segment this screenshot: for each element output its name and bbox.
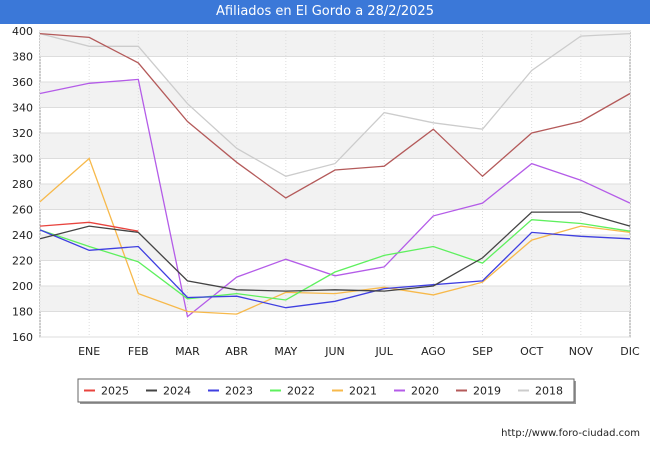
series-line-2019	[39, 32, 631, 199]
series-line-2025	[39, 221, 139, 232]
y-tick-label: 400	[12, 25, 33, 38]
x-tick-label: NOV	[569, 345, 594, 358]
legend-label-2023: 2023	[225, 385, 253, 398]
legend-label-2019: 2019	[473, 385, 501, 398]
series-line-2018	[39, 32, 631, 177]
chart-title: Afiliados en El Gordo a 28/2/2025	[0, 0, 650, 24]
y-tick-label: 280	[12, 178, 33, 191]
x-tick-label: AGO	[421, 345, 446, 358]
y-tick-label: 300	[12, 153, 33, 166]
grid-lines	[39, 30, 631, 338]
x-tick-label: JUL	[374, 345, 393, 358]
x-tick-label: ABR	[225, 345, 248, 358]
y-axis-ticks: 160 180 200 220 240 260 280 300 320 340 360 380 400	[12, 25, 33, 344]
source-url[interactable]: http://www.foro-ciudad.com	[501, 428, 640, 439]
legend-label-2024: 2024	[163, 385, 191, 398]
y-tick-label: 340	[12, 102, 33, 115]
y-tick-label: 380	[12, 51, 33, 64]
x-tick-label: MAY	[274, 345, 297, 358]
y-tick-label: 220	[12, 255, 33, 268]
x-tick-label: FEB	[128, 345, 149, 358]
y-tick-label: 360	[12, 76, 33, 89]
legend-label-2018: 2018	[535, 385, 563, 398]
y-tick-label: 160	[12, 331, 33, 344]
legend-label-2025: 2025	[101, 385, 129, 398]
x-axis-ticks: ENE FEB MAR ABR MAY JUN JUL AGO SEP OCT NOV DIC	[78, 345, 640, 358]
legend: 2025 2024 2023 2022 2021 2020 2019 2018	[77, 378, 576, 404]
series-lines	[39, 32, 631, 318]
x-tick-label: OCT	[520, 345, 543, 358]
legend-label-2021: 2021	[349, 385, 377, 398]
y-tick-label: 180	[12, 306, 33, 319]
series-line-2020	[39, 78, 631, 318]
series-line-2024	[39, 211, 631, 292]
legend-label-2022: 2022	[287, 385, 315, 398]
x-tick-label: DIC	[620, 345, 640, 358]
x-tick-label: JUN	[324, 345, 345, 358]
x-tick-label: MAR	[175, 345, 200, 358]
series-line-2023	[39, 229, 631, 309]
legend-box	[77, 378, 575, 403]
y-tick-label: 320	[12, 127, 33, 140]
y-tick-label: 260	[12, 204, 33, 217]
x-tick-label: SEP	[472, 345, 493, 358]
y-tick-label: 240	[12, 229, 33, 242]
series-line-2021	[39, 157, 631, 315]
x-tick-label: ENE	[78, 345, 100, 358]
series-line-2022	[39, 219, 631, 301]
legend-label-2020: 2020	[411, 385, 439, 398]
y-tick-label: 200	[12, 280, 33, 293]
